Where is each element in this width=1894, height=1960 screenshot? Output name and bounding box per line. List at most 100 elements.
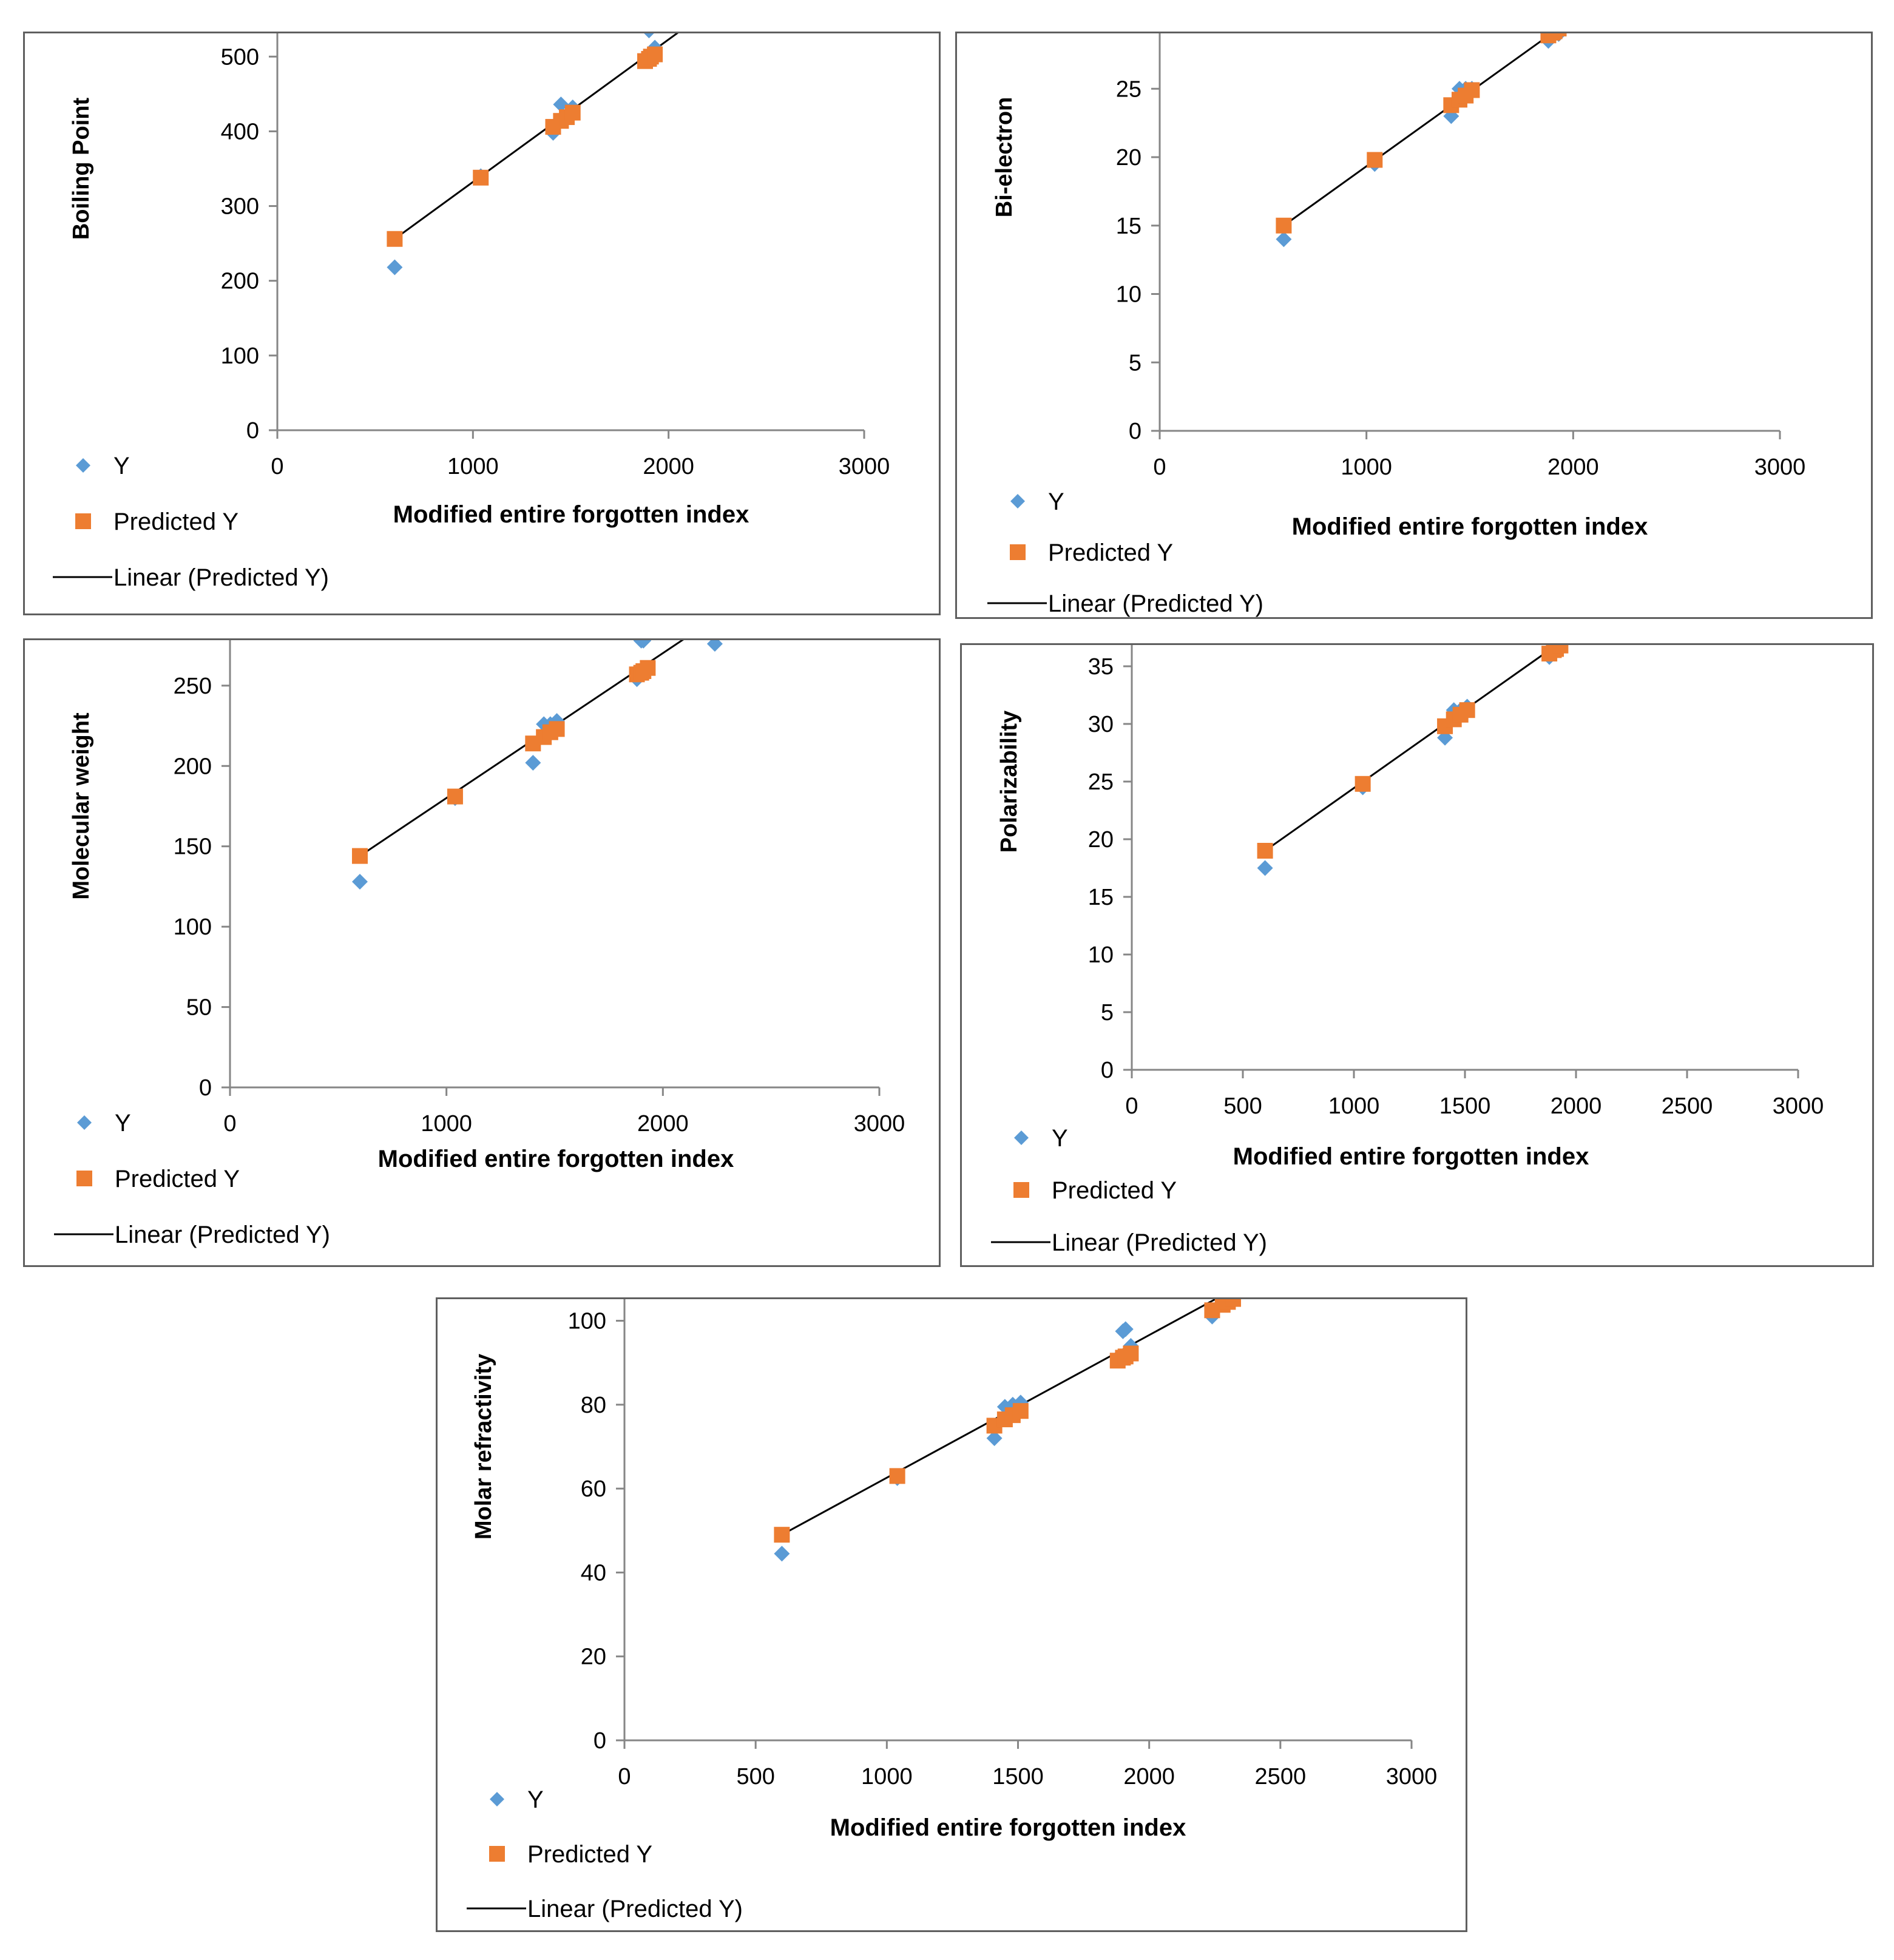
x-tick-label: 1000 [447,454,499,479]
y-tick-label: 20 [1116,145,1141,171]
legend-y-marker [1010,494,1025,509]
y-tick-label: 0 [594,1728,606,1754]
legend-predicted-label: Predicted Y [115,1166,240,1192]
legend-linear-label: Linear (Predicted Y) [1052,1229,1267,1256]
trendline-predicted-y [781,1299,1217,1536]
legend-linear-label: Linear (Predicted Y) [113,564,329,591]
y-tick-label: 0 [1129,419,1141,444]
legend-y-label: Y [1052,1125,1068,1152]
predicted-y-point [774,1527,790,1543]
legend: Y Predicted Y Linear (Predicted Y) [467,1786,743,1922]
x-tick-label: 0 [618,1764,631,1789]
predicted-y-point [1551,33,1567,37]
x-axis-label: Modified entire forgotten index [830,1814,1186,1841]
legend-predicted-marker [75,513,91,529]
x-tick-label: 3000 [839,454,890,479]
x-tick-label: 2500 [1662,1093,1713,1119]
y-tick-label: 200 [221,269,259,294]
predicted-y-point [1459,702,1475,718]
legend-y-marker [76,458,90,473]
y-point [635,640,652,649]
predicted-y-point [889,1468,905,1484]
y-point [774,1546,790,1562]
y-tick-label: 15 [1088,885,1114,910]
chart-panel-molar-refractivity: 0204060801001201400500100015002000250030… [436,1297,1467,1932]
chart-panel-polarizability: 0510152025303540455005001000150020002500… [960,643,1874,1267]
legend: Y Predicted Y Linear (Predicted Y) [53,453,329,591]
x-tick-label: 2500 [1255,1764,1307,1789]
y-axis-label: Polarizability [996,711,1022,853]
y-point [986,1430,1003,1447]
y-tick-label: 15 [1116,214,1141,239]
x-tick-label: 1000 [1328,1093,1380,1119]
predicted-y-point [1225,1299,1242,1307]
trendline-predicted-y [394,33,679,240]
y-tick-label: 100 [568,1309,606,1334]
predicted-y-point [647,46,663,63]
predicted-y-point [352,848,368,864]
trendline-predicted-y [359,640,684,857]
legend-y-label: Y [1048,488,1064,515]
x-tick-label: 2000 [643,454,694,479]
y-tick-label: 200 [174,754,212,779]
x-tick-label: 3000 [1773,1093,1824,1119]
legend-predicted-marker [1010,544,1026,560]
y-tick-label: 10 [1088,942,1114,968]
y-tick-label: 300 [221,194,259,220]
legend-predicted-marker [1013,1182,1029,1198]
chart-panel-boiling-point: 01002003004005006007000100020003000Boili… [23,32,941,615]
y-point [1276,231,1292,248]
y-axis-label: Boiling Point [69,98,94,240]
legend-predicted-marker [489,1846,505,1862]
predicted-y-point [1123,1345,1139,1362]
y-axis-label: Bi-electron [992,97,1017,217]
x-tick-label: 2000 [1547,455,1599,480]
predicted-y-point [1355,776,1371,792]
y-tick-label: 20 [581,1644,606,1670]
chart-svg-boiling-point: 01002003004005006007000100020003000Boili… [53,33,890,591]
x-tick-label: 1000 [1341,455,1392,480]
y-point [352,873,368,890]
y-tick-label: 0 [246,418,259,444]
y-tick-label: 30 [1116,33,1141,34]
y-point [644,33,654,39]
legend: Y Predicted Y Linear (Predicted Y) [987,488,1263,617]
y-point [549,713,565,729]
y-tick-label: 400 [221,119,259,144]
y-tick-label: 100 [174,914,212,940]
y-tick-label: 25 [1088,769,1114,795]
legend-y-marker [77,1115,92,1130]
x-tick-label: 2000 [1551,1093,1602,1119]
chart-svg-molar-refractivity: 0204060801001201400500100015002000250030… [467,1299,1438,1922]
y-tick-label: 30 [1088,712,1114,737]
x-tick-label: 0 [223,1111,236,1137]
chart-svg-molecular-weight: 0501001502002503003500100020003000Molecu… [54,640,905,1248]
y-tick-label: 35 [1088,654,1114,680]
x-tick-label: 2000 [637,1111,689,1137]
predicted-y-point [549,721,565,737]
x-tick-label: 500 [1223,1093,1262,1119]
y-point [706,640,723,652]
legend-predicted-marker [76,1171,92,1186]
y-tick-label: 80 [581,1393,606,1418]
legend-y-marker [490,1792,504,1806]
legend-y-marker [1014,1130,1029,1145]
x-tick-label: 1500 [992,1764,1044,1789]
x-tick-label: 0 [1125,1093,1138,1119]
legend-linear-label: Linear (Predicted Y) [115,1222,330,1248]
legend: Y Predicted Y Linear (Predicted Y) [991,1125,1267,1256]
trendline-predicted-y [1264,645,1558,852]
predicted-y-point [1464,82,1480,98]
chart-panel-molecular-weight: 0501001502002503003500100020003000Molecu… [23,638,941,1267]
y-point [649,33,652,35]
predicted-y-point [564,104,581,121]
predicted-y-point [1257,843,1273,859]
legend-predicted-label: Predicted Y [1052,1177,1177,1204]
x-tick-label: 3000 [1754,455,1806,480]
y-tick-label: 500 [221,44,259,70]
predicted-y-point [1552,645,1569,654]
y-tick-label: 250 [174,674,212,699]
legend-linear-label: Linear (Predicted Y) [1048,590,1263,617]
x-tick-label: 3000 [1386,1764,1438,1789]
y-tick-label: 60 [581,1476,606,1502]
